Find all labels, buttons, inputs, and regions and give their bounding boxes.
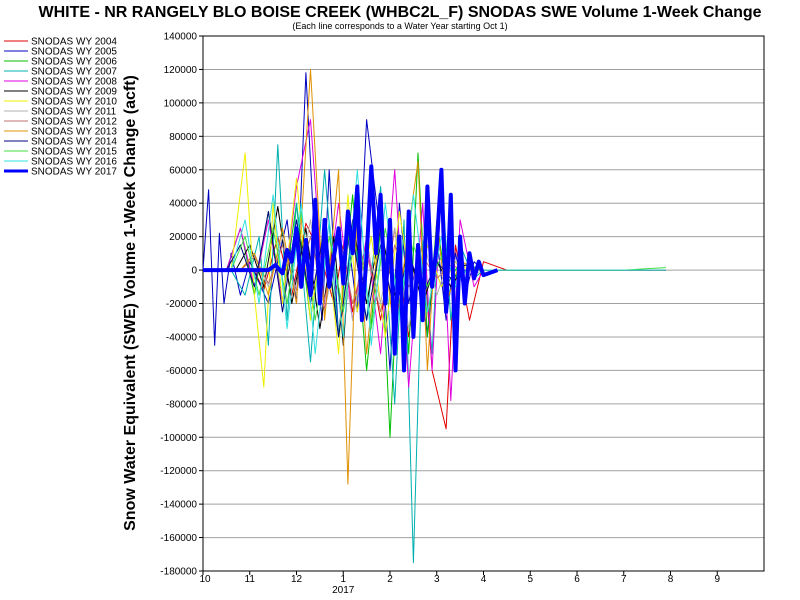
- x-tick-label: 9: [714, 574, 720, 585]
- legend-entry: SNODAS WY 2004: [31, 37, 117, 48]
- legend-entry: SNODAS WY 2009: [31, 87, 117, 98]
- x-year-label: 2017: [332, 585, 355, 596]
- legend-entry: SNODAS WY 2013: [31, 127, 117, 138]
- y-tick-label: -40000: [166, 332, 198, 343]
- series-line-snodas-wy-2016: [203, 169, 666, 355]
- legend-entry: SNODAS WY 2012: [31, 117, 117, 128]
- y-tick-label: -120000: [160, 466, 197, 477]
- y-axis: 140000 120000 100000 80000 60000 40000 20000 0 -…: [160, 32, 203, 578]
- series-lines: [202, 68, 666, 564]
- series-line-snodas-wy-2005: [202, 72, 666, 371]
- y-tick-label: -20000: [166, 299, 198, 310]
- y-tick-label: -160000: [160, 533, 197, 544]
- x-tick-label: 6: [574, 574, 580, 585]
- legend-entry: SNODAS WY 2010: [31, 97, 117, 108]
- legend-entry: SNODAS WY 2006: [31, 57, 117, 68]
- y-axis-label: Snow Water Equivalent (SWE) Volume 1-Wee…: [122, 75, 139, 531]
- x-tick-label: 3: [434, 574, 440, 585]
- y-tick-label: 40000: [169, 199, 197, 210]
- y-tick-label: 20000: [169, 232, 197, 243]
- legend-entry: SNODAS WY 2015: [31, 147, 117, 158]
- y-tick-label: -80000: [166, 399, 198, 410]
- legend-entry: SNODAS WY 2008: [31, 77, 117, 88]
- x-tick-label: 4: [481, 574, 487, 585]
- y-tick-label: 0: [191, 266, 197, 277]
- y-tick-label: 140000: [164, 32, 198, 43]
- x-tick-label: 12: [291, 574, 303, 585]
- series-line-snodas-wy-2017: [203, 164, 499, 373]
- x-tick-label: 8: [668, 574, 674, 585]
- legend-entry: SNODAS WY 2007: [31, 67, 117, 78]
- chart-subtitle: (Each line corresponds to a Water Year s…: [292, 21, 507, 31]
- x-tick-label: 10: [199, 574, 211, 585]
- x-tick-label: 1: [340, 574, 346, 585]
- x-tick-label: 7: [621, 574, 627, 585]
- y-tick-label: 80000: [169, 132, 197, 143]
- y-tick-label: -180000: [160, 567, 197, 578]
- legend-entry: SNODAS WY 2016: [31, 157, 117, 168]
- legend-entry: SNODAS WY 2005: [31, 47, 117, 58]
- x-tick-label: 11: [245, 574, 256, 585]
- chart-title: WHITE - NR RANGELY BLO BOISE CREEK (WHBC…: [38, 4, 761, 21]
- x-tick-label: 2: [387, 574, 393, 585]
- y-tick-label: 120000: [164, 65, 198, 76]
- legend-entry: SNODAS WY 2014: [31, 137, 117, 148]
- y-tick-label: 60000: [169, 165, 197, 176]
- y-tick-label: -100000: [160, 433, 197, 444]
- y-tick-label: -140000: [160, 500, 197, 511]
- legend-entry: SNODAS WY 2011: [31, 107, 117, 118]
- legend-entry: SNODAS WY 2017: [31, 167, 117, 178]
- x-tick-label: 5: [527, 574, 533, 585]
- y-tick-label: -60000: [166, 366, 198, 377]
- y-tick-label: 100000: [164, 98, 198, 109]
